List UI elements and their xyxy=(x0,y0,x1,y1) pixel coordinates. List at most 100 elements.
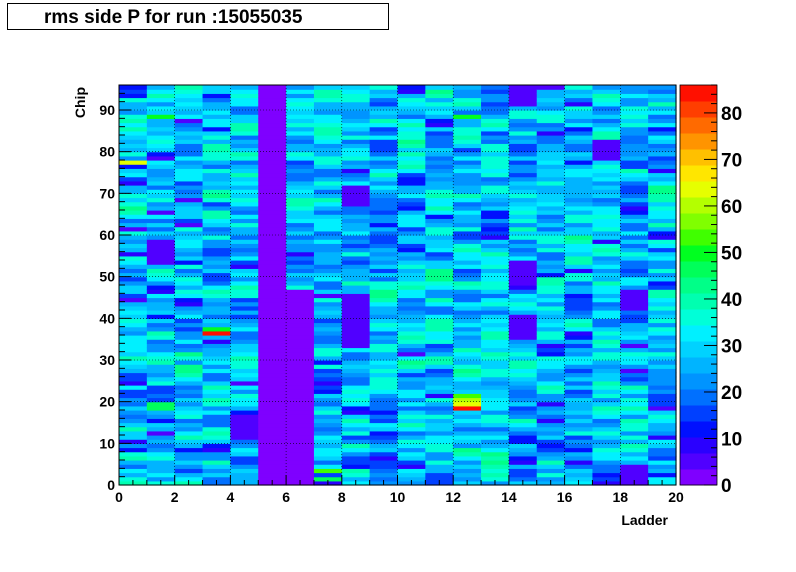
heatmap-cell xyxy=(369,276,399,282)
heatmap-cell xyxy=(536,380,566,386)
heatmap-cell xyxy=(341,214,371,219)
heatmap-cell xyxy=(536,422,566,428)
heatmap-cell xyxy=(313,239,343,244)
heatmap-cell xyxy=(397,280,426,286)
heatmap-cell xyxy=(202,422,231,428)
heatmap-cell xyxy=(286,414,315,419)
heatmap-cell xyxy=(202,322,231,328)
heatmap-cell xyxy=(453,101,482,107)
heatmap-cell xyxy=(536,114,566,119)
heatmap-cell xyxy=(230,230,259,236)
heatmap-cell xyxy=(481,164,510,169)
heatmap-cell xyxy=(508,268,538,274)
heatmap-cell xyxy=(146,368,176,374)
heatmap-cell xyxy=(481,322,510,328)
heatmap-cell xyxy=(620,164,649,169)
heatmap-cell xyxy=(425,447,454,453)
heatmap-cell xyxy=(202,451,231,457)
heatmap-cell xyxy=(119,89,148,94)
heatmap-cell xyxy=(146,285,176,290)
heatmap-cell xyxy=(369,168,399,174)
heatmap-cell xyxy=(425,426,454,432)
heatmap-cell xyxy=(341,114,371,119)
heatmap-cell xyxy=(258,451,287,457)
heatmap-cell xyxy=(592,218,621,224)
heatmap-cell xyxy=(453,205,482,211)
palette-swatch xyxy=(680,261,717,278)
heatmap-cell xyxy=(397,476,426,482)
y-tick-label: 10 xyxy=(99,435,115,451)
heatmap-cell xyxy=(341,105,371,111)
heatmap-cell xyxy=(258,310,287,315)
y-tick-label: 60 xyxy=(99,227,115,243)
heatmap-cell xyxy=(425,268,454,274)
heatmap-cell xyxy=(425,335,454,340)
heatmap-cell xyxy=(397,197,426,203)
heatmap-cell xyxy=(230,314,259,319)
heatmap-cell xyxy=(230,351,259,357)
heatmap-cell xyxy=(564,185,594,190)
heatmap-cell xyxy=(536,239,566,244)
heatmap-cell xyxy=(341,389,371,394)
heatmap-cell xyxy=(620,385,649,390)
heatmap-cell xyxy=(453,347,482,353)
heatmap-cell xyxy=(481,230,510,236)
heatmap-cell xyxy=(258,401,287,407)
heatmap-cell xyxy=(313,351,343,357)
heatmap-cell xyxy=(286,447,315,453)
heatmap-cell xyxy=(313,160,343,165)
z-tick-label: 60 xyxy=(721,197,742,218)
heatmap-cell xyxy=(174,355,204,361)
heatmap-cell xyxy=(536,151,566,157)
heatmap-cell xyxy=(146,355,176,361)
heatmap-cell xyxy=(174,255,204,261)
heatmap-cell xyxy=(592,293,621,299)
heatmap-cell xyxy=(146,435,176,440)
heatmap-cell xyxy=(425,276,454,282)
heatmap-cell xyxy=(425,147,454,153)
heatmap-cell xyxy=(174,214,204,219)
heatmap-cell xyxy=(508,239,538,244)
heatmap-cell xyxy=(536,135,566,140)
heatmap-cell xyxy=(174,297,204,303)
heatmap-cell xyxy=(536,197,566,203)
heatmap-cell xyxy=(258,268,287,274)
heatmap-cell xyxy=(397,439,426,444)
heatmap-cell xyxy=(174,164,204,169)
heatmap-cell xyxy=(453,389,482,394)
heatmap-cell xyxy=(174,301,204,307)
heatmap-cell xyxy=(202,426,231,432)
heatmap-cell xyxy=(119,439,148,444)
heatmap-cell xyxy=(146,389,176,394)
heatmap-cell xyxy=(230,147,259,153)
heatmap-cell xyxy=(425,197,454,203)
heatmap-cell xyxy=(536,335,566,340)
heatmap-cell xyxy=(202,301,231,307)
heatmap-cell xyxy=(564,293,594,299)
heatmap-cell xyxy=(481,360,510,365)
heatmap-cell xyxy=(230,355,259,361)
heatmap-cell xyxy=(397,447,426,453)
heatmap-cell xyxy=(481,276,510,282)
heatmap-cell xyxy=(453,135,482,140)
heatmap-cell xyxy=(508,289,538,294)
x-tick-label: 14 xyxy=(501,489,517,505)
heatmap-cell xyxy=(202,130,231,136)
heatmap-cell xyxy=(146,147,176,153)
heatmap-cell xyxy=(286,180,315,186)
heatmap-cell xyxy=(481,85,510,90)
heatmap-cell xyxy=(481,197,510,203)
heatmap-cell xyxy=(592,368,621,374)
heatmap-cell xyxy=(481,380,510,386)
heatmap-cell xyxy=(286,151,315,157)
heatmap-cell xyxy=(425,264,454,269)
heatmap-cell xyxy=(620,147,649,153)
heatmap-cell xyxy=(286,247,315,253)
heatmap-cell xyxy=(453,393,482,399)
heatmap-cell xyxy=(536,130,566,136)
heatmap-cell xyxy=(648,418,677,424)
heatmap-cell xyxy=(313,393,343,399)
heatmap-cell xyxy=(369,243,399,249)
heatmap-cell xyxy=(202,151,231,157)
heatmap-cell xyxy=(313,210,343,215)
